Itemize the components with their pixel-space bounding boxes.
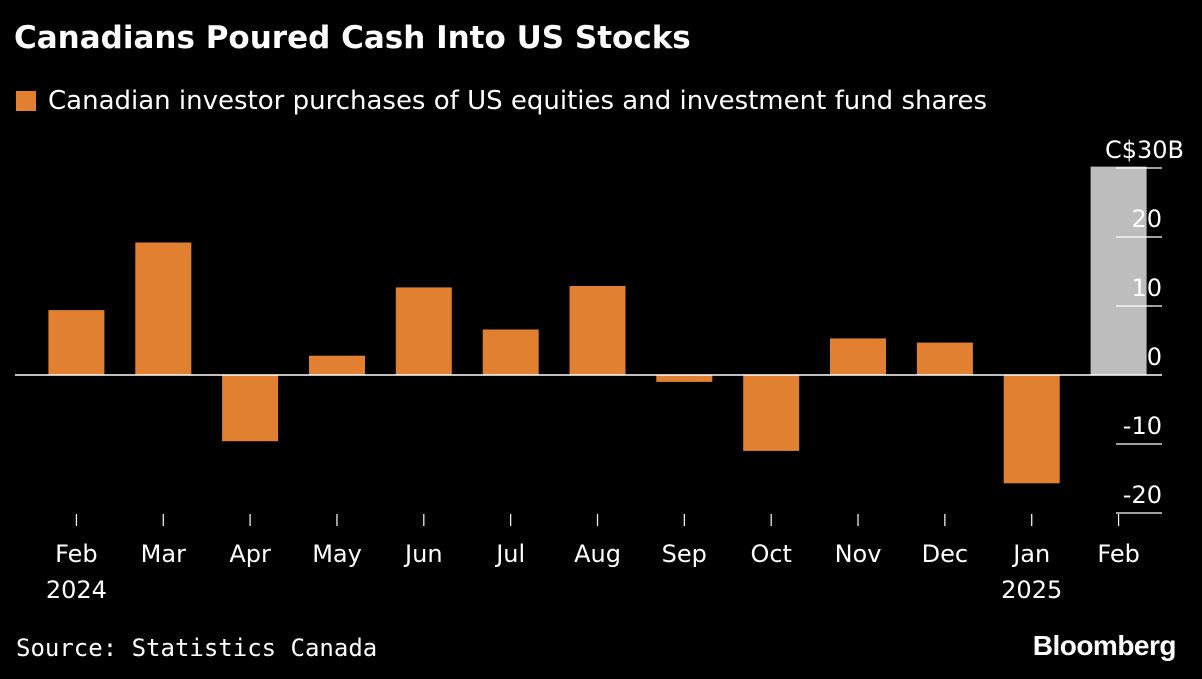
bar-feb-12 [1090,166,1147,375]
legend-swatch [16,91,36,111]
y-tick-label-3: 10 [1131,274,1162,302]
bar-jan-11 [1003,375,1060,484]
y-tick-label-1: -10 [1123,412,1162,440]
bar-oct-8 [743,375,800,451]
y-tick-label-4: 20 [1131,205,1162,233]
x-year-label-11: 2025 [1001,576,1062,604]
x-tick-label-4: Jun [403,540,443,568]
bar-mar-1 [135,242,192,375]
y-tick-label-2: 0 [1147,343,1162,371]
legend-label: Canadian investor purchases of US equiti… [48,86,988,116]
x-tick-label-7: Sep [662,540,707,568]
chart-title: Canadians Poured Cash Into US Stocks [14,20,691,56]
x-tick-label-12: Feb [1097,540,1140,568]
x-tick-label-5: Jul [494,540,525,568]
bar-dec-10 [916,342,973,375]
bar-aug-6 [569,286,626,375]
source-note: Source: Statistics Canada [16,634,378,662]
x-tick-label-9: Nov [835,540,882,568]
chart-legend: Canadian investor purchases of US equiti… [16,86,987,116]
bar-apr-2 [222,375,279,442]
x-tick-label-2: Apr [229,540,271,568]
x-tick-label-3: May [312,540,362,568]
x-tick-label-6: Aug [574,540,621,568]
bar-may-3 [309,355,365,375]
bar-jul-5 [482,329,539,375]
bar-sep-7 [656,375,713,382]
x-tick-label-10: Dec [922,540,968,568]
x-year-label-0: 2024 [46,576,107,604]
x-tick-label-8: Oct [750,540,792,568]
bar-feb-0 [48,310,105,375]
bar-jun-4 [395,287,452,375]
y-tick-label-5: C$30B [1105,136,1184,164]
x-tick-label-0: Feb [55,540,98,568]
bar-nov-9 [830,338,886,375]
x-tick-label-1: Mar [141,540,186,568]
bloomberg-logo: Bloomberg [1032,630,1177,661]
x-tick-label-11: Jan [1011,540,1050,568]
y-tick-label-0: -20 [1123,481,1162,509]
